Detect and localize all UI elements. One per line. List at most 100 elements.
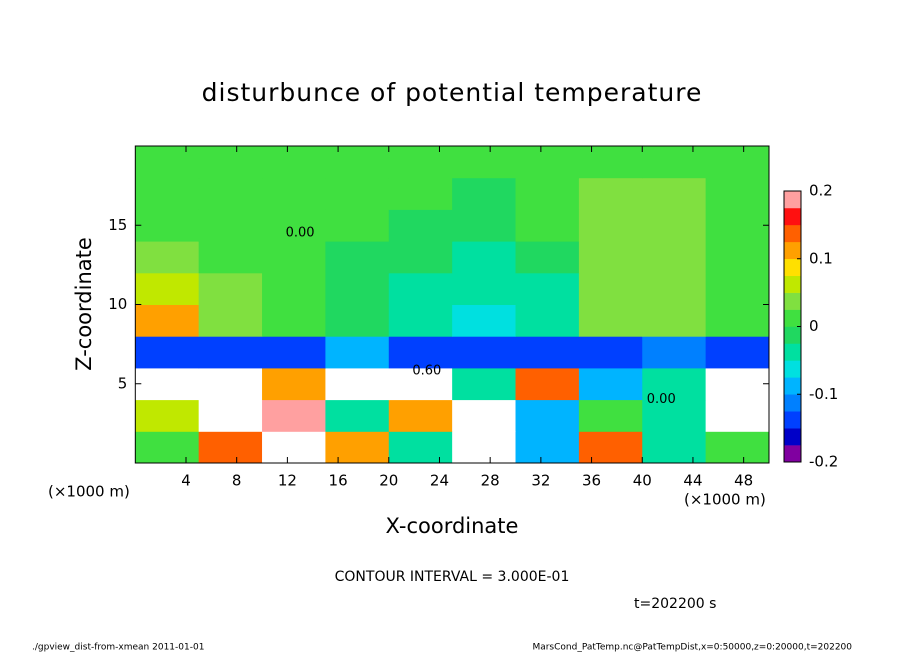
field-cell [515,431,580,464]
field-cell [262,336,326,369]
field-cell [642,367,707,401]
field-cell [388,177,453,210]
field-cell [578,304,643,337]
field-cell [198,399,263,432]
field-cell [452,304,517,337]
colorbar-segment [784,394,801,412]
x-tick-label: 24 [430,472,449,490]
field-cell [325,399,390,432]
field-cell [262,272,326,305]
colorbar-segment [784,360,801,378]
x-tick-label: 20 [379,472,398,490]
field-cell [262,399,326,432]
field-cell [198,241,263,274]
field-cell [135,399,200,432]
x-tick-label: 8 [232,472,242,490]
field-cell [388,367,453,401]
field-cell [578,272,643,305]
field-cell [705,241,770,274]
x-tick-label: 40 [633,472,652,490]
field-cell [642,431,707,464]
field-cell [262,177,326,210]
colorbar-segment [784,224,801,243]
field-cell [705,209,770,242]
colorbar-segment [784,343,801,361]
colorbar-segment [784,309,801,327]
field-cell [325,177,390,210]
field-cell [705,304,770,337]
field-cell [578,336,643,369]
field-cell [262,146,326,179]
field-cell [262,431,326,464]
field-cell [705,367,770,401]
x-unit-right: (×1000 m) [684,491,766,509]
field-cell [642,336,707,369]
contour-label: 0.00 [647,392,676,407]
field-cell [515,177,580,210]
field-cell [388,209,453,242]
field-cell [578,146,643,179]
field-cell [135,177,200,210]
y-tick-label: 15 [108,216,127,234]
field-cell [642,209,707,242]
x-axis-label: X-coordinate [386,514,519,538]
colorbar-segment [784,377,801,395]
field-cell [198,177,263,210]
field-cell [452,272,517,305]
field-cell [135,146,200,179]
field-cell [325,336,390,369]
y-tick-label: 5 [118,374,128,392]
y-tick-label: 10 [108,295,127,313]
field-cell [325,209,390,242]
field-cell [705,431,770,464]
x-tick-label: 32 [531,472,550,490]
field-cell [452,209,517,242]
field-cell [578,209,643,242]
field-cell [198,431,263,464]
field-cell [198,272,263,305]
field-cell [705,336,770,369]
field-cell [262,241,326,274]
field-cell [325,241,390,274]
field-cell [262,304,326,337]
field-cell [642,241,707,274]
field-cell [388,272,453,305]
y-axis-label: Z-coordinate [72,237,96,371]
field-cell [578,241,643,274]
field-cell [642,177,707,210]
field-cell [452,177,517,210]
colorbar-segment [784,445,801,463]
contour-label: 0.00 [286,226,315,241]
x-tick-label: 36 [582,472,601,490]
field-cell [135,241,200,274]
colorbar-segment [784,207,801,226]
colorbar-segment [784,258,801,276]
field-cell [705,146,770,179]
field-cell [515,367,580,401]
field-cell [515,304,580,337]
colorbar-tick-label: 0 [809,317,819,335]
colorbar-tick-label: -0.1 [809,385,838,403]
x-unit: (×1000 m) [48,483,130,501]
field-cell [452,367,517,401]
footer-left: ./gpview_dist-from-xmean 2011-01-01 [32,643,204,653]
x-tick-label: 12 [278,472,297,490]
field-cell [515,146,580,179]
field-cell [135,336,200,369]
field-cell [135,209,200,242]
field-cell [515,336,580,369]
field-cell [705,272,770,305]
field-cell [325,431,390,464]
field-cell [135,272,200,305]
field-cell [198,367,263,401]
field-cell [198,336,263,369]
field-cell [388,304,453,337]
time-label: t=202200 s [634,596,716,612]
field-cell [642,272,707,305]
x-tick-label: 44 [683,472,702,490]
field-cell [198,146,263,179]
field-cell [325,146,390,179]
field-cell [198,304,263,337]
